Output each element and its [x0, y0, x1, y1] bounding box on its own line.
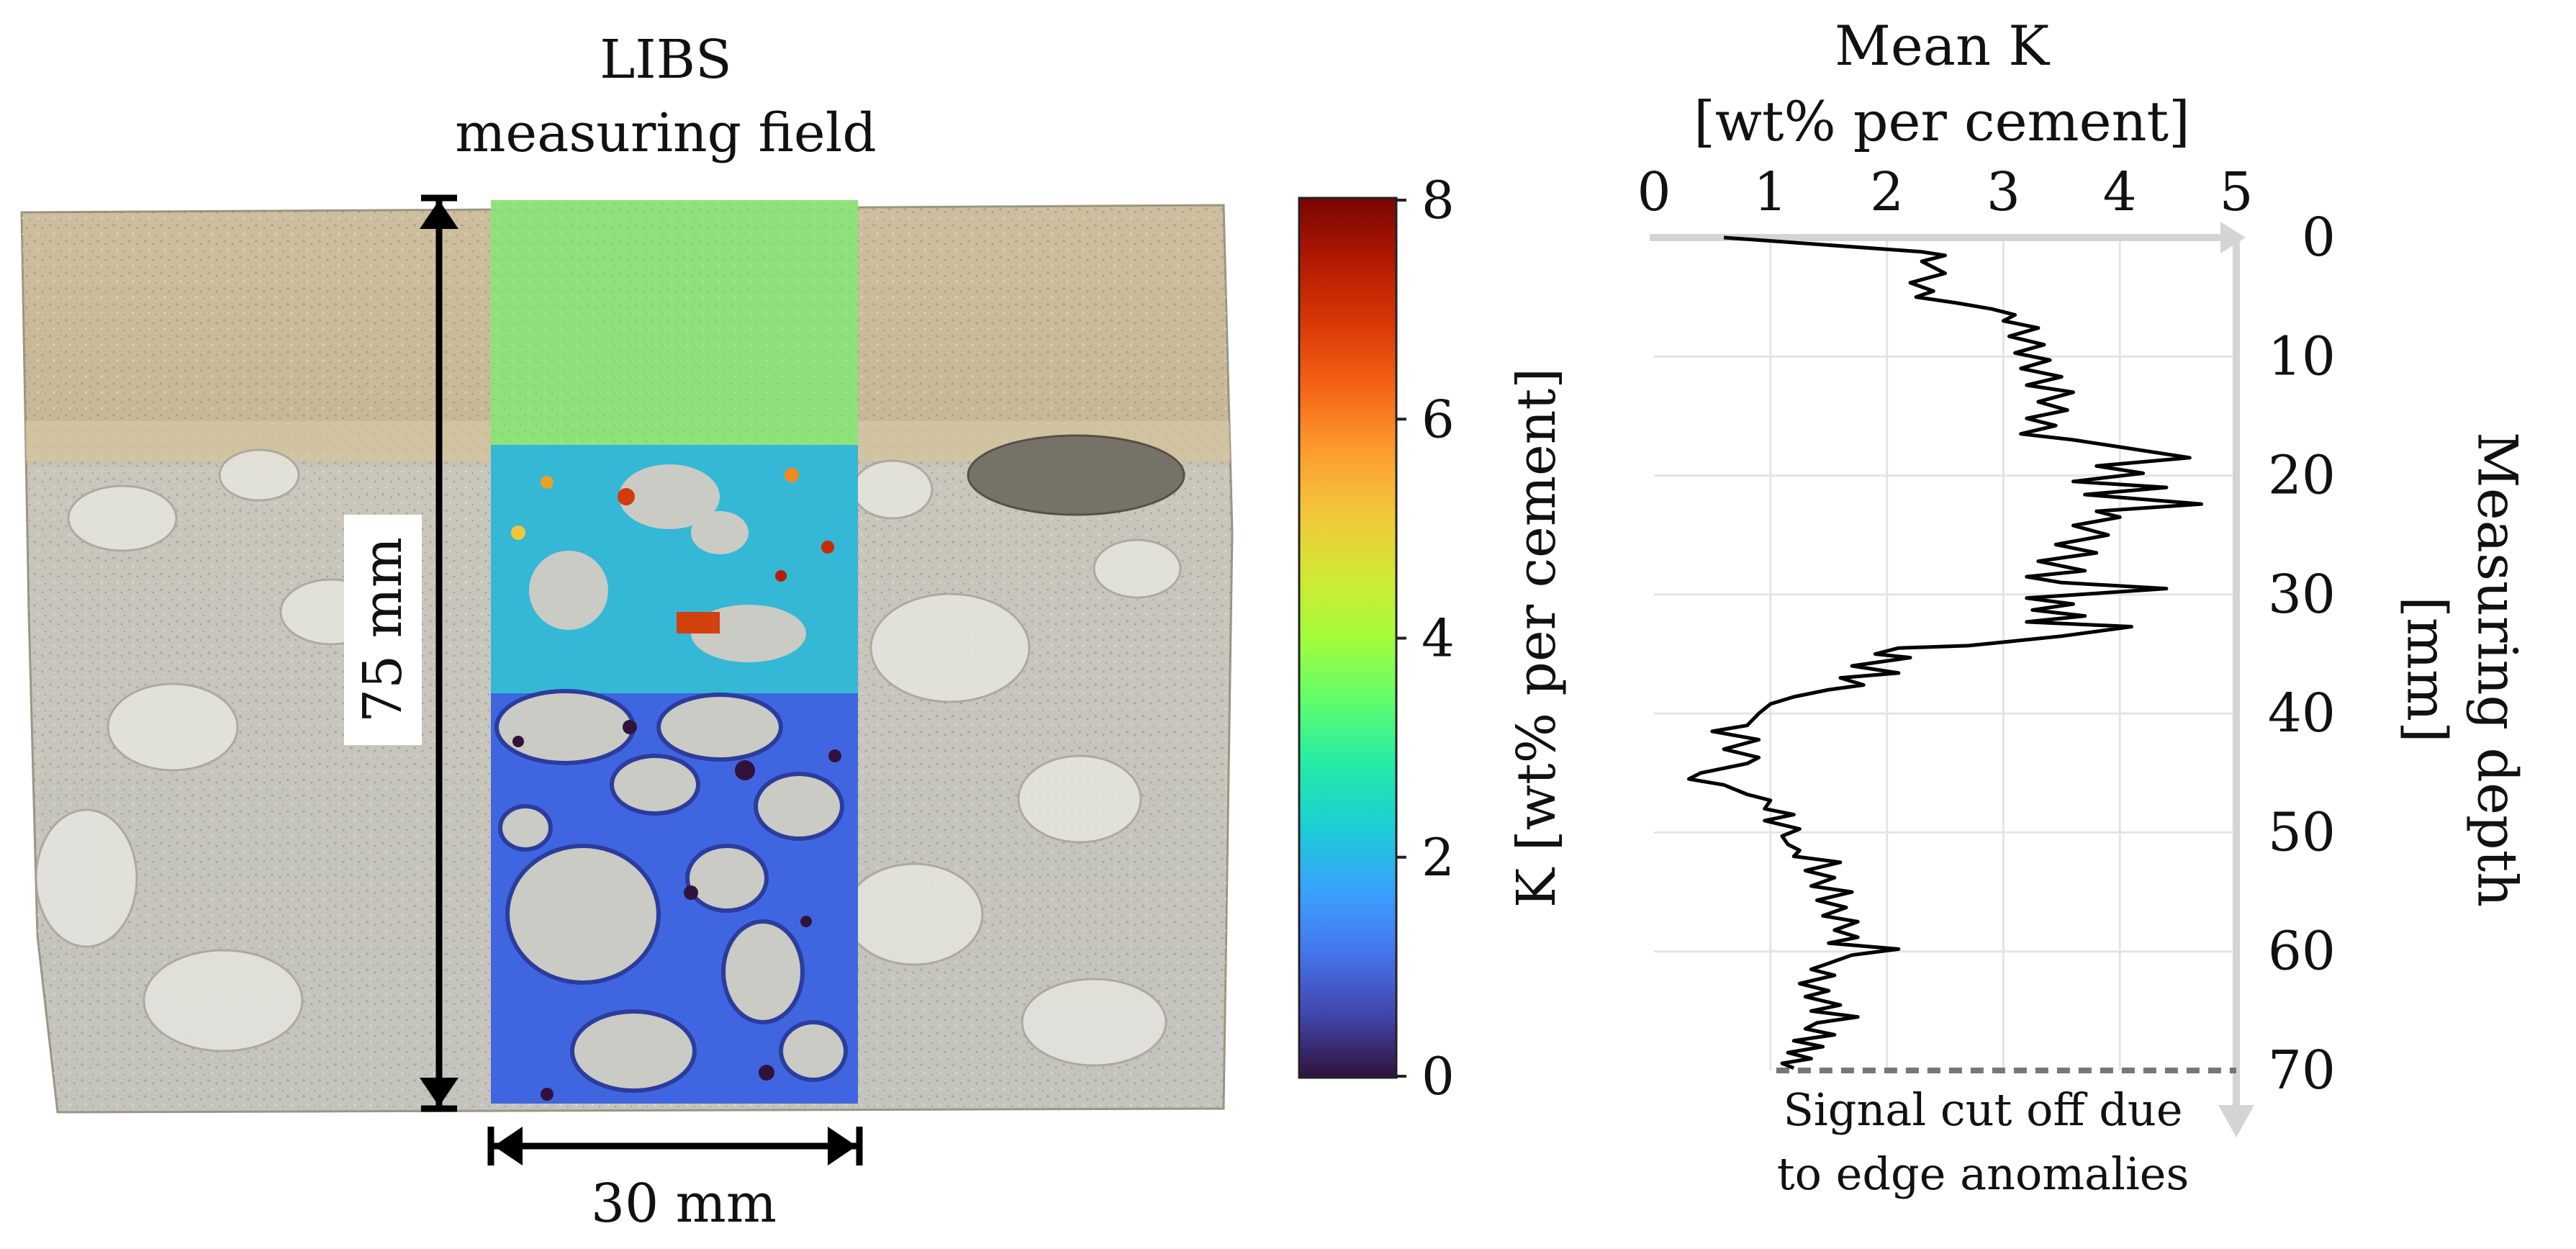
- libs-bottom-aggregates: [494, 689, 848, 1093]
- y-axis-label-line1: Measuring depth: [2466, 432, 2530, 907]
- y-tick-label: 50: [2268, 801, 2336, 863]
- x-tick-label: 5: [2219, 161, 2253, 223]
- colorbar-scale: [1298, 197, 1398, 1079]
- colorbar-tick-label: 4: [1422, 608, 1455, 669]
- libs-middle-hotspots: [511, 464, 834, 662]
- profile-chart: Mean K [wt% per cement] 0 1 2 3 4 5 0 10 20 30 40…: [1637, 14, 2529, 1200]
- libs-bottom-dark-spots: [512, 720, 841, 1101]
- colorbar-tick-label: 2: [1422, 827, 1455, 888]
- width-dimension: [487, 1127, 863, 1165]
- y-tick-label: 60: [2268, 921, 2336, 983]
- x-tick-label: 3: [1987, 161, 2020, 223]
- x-axis-label: [wt% per cement]: [1694, 89, 2189, 153]
- y-tick-labels: 0 10 20 30 40 50 60 70: [2268, 207, 2336, 1101]
- colorbar: 0 2 4 6 8 K [wt% per cement]: [1298, 170, 1568, 1106]
- colorbar-tick-label: 8: [1422, 170, 1455, 230]
- colorbar-label: K [wt% per cement]: [1506, 368, 1568, 908]
- libs-measuring-field: [491, 200, 858, 1104]
- y-tick-label: 0: [2302, 207, 2336, 269]
- colorbar-tick-label: 6: [1422, 389, 1455, 449]
- y-tick-label: 10: [2268, 325, 2336, 387]
- x-tick-label: 4: [2103, 161, 2137, 223]
- mean-k-profile-line: [1687, 235, 2203, 1070]
- x-tick-label: 2: [1870, 161, 1904, 223]
- width-label: 30 mm: [591, 1173, 777, 1235]
- y-axis-arrowhead: [2218, 1105, 2254, 1137]
- y-tick-label: 20: [2268, 445, 2336, 507]
- height-dimension: [420, 194, 458, 1112]
- colorbar-tick-label: 0: [1422, 1046, 1455, 1106]
- annotation-line2: to edge anomalies: [1777, 1147, 2189, 1200]
- y-tick-label: 70: [2268, 1040, 2336, 1101]
- dark-aggregate: [967, 434, 1185, 516]
- y-axis-label-line2: [mm]: [2395, 596, 2459, 742]
- field-title-line2: measuring field: [455, 102, 877, 164]
- x-tick-labels: 0 1 2 3 4 5: [1637, 161, 2253, 223]
- colorbar-ticks: 0 2 4 6 8: [1396, 170, 1455, 1106]
- chart-grid: [1654, 238, 2236, 1070]
- height-label: 75 mm: [352, 537, 414, 723]
- field-title-line1: LIBS: [600, 29, 731, 91]
- x-tick-label: 0: [1637, 161, 1671, 223]
- x-tick-label: 1: [1753, 161, 1787, 223]
- chart-title: Mean K: [1835, 14, 2050, 78]
- annotation-line1: Signal cut off due: [1783, 1083, 2182, 1136]
- y-tick-label: 40: [2268, 682, 2336, 744]
- y-tick-label: 30: [2268, 564, 2336, 626]
- height-label-box: [344, 515, 422, 745]
